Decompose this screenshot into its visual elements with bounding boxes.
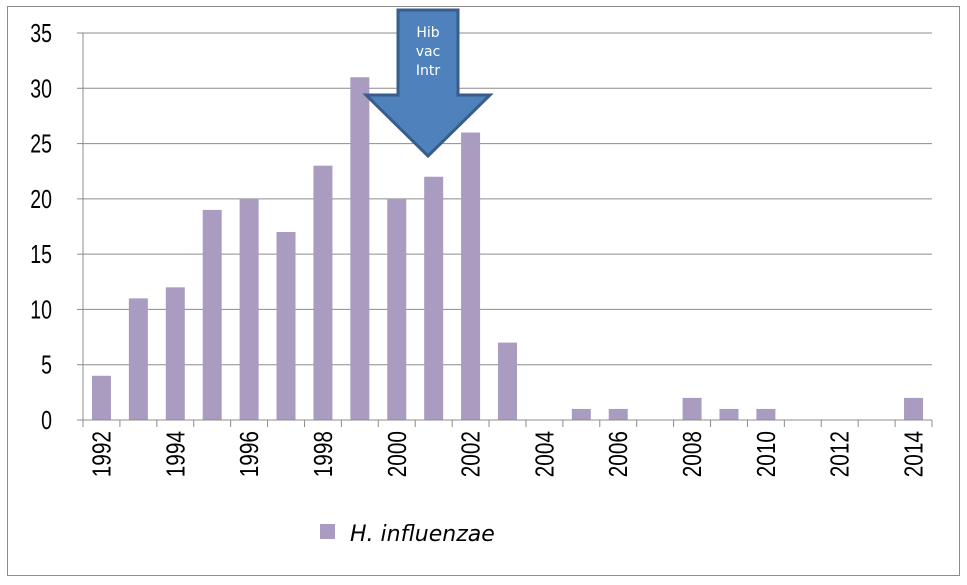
bar-2000 [387,198,407,420]
bar-1993 [128,298,148,420]
annotation-line-3: Intr [416,63,440,79]
bar-1995 [202,209,222,420]
x-tick-label: 2004 [530,431,559,477]
x-tick-label: 2000 [383,431,412,477]
x-tick-labels: 1992 1994 1996 1998 2000 2002 2004 2006 2008 2010… [87,431,928,477]
bar-1992 [91,375,111,420]
down-arrow-icon [362,8,494,159]
y-tick-label: 20 [30,184,52,213]
bar-1998 [313,165,333,420]
y-tick-label: 25 [30,129,52,158]
bar-1997 [276,232,296,420]
bar-1996 [239,198,259,420]
axes [82,33,933,427]
bar-1999 [350,77,370,420]
legend-label: H. influenzae [350,522,495,547]
legend: H. influenzae [320,522,495,547]
x-tick-label: 2002 [456,431,485,477]
x-tick-label: 2010 [752,431,781,477]
x-tick-label: 2012 [826,431,855,477]
annotation-line-2: vac [416,44,441,60]
x-tick-label: 2008 [678,431,707,477]
bar-2008 [682,397,702,420]
bar-2003 [498,342,517,420]
annotation-line-1: Hib [416,25,439,41]
bar-2001 [424,176,444,420]
x-tick-label: 1996 [235,431,264,477]
y-tick-label: 5 [41,350,52,379]
gridlines [77,32,932,421]
bar-2005 [571,408,591,420]
vaccine-introduction-annotation: Hib vac Intr [362,8,494,159]
x-tick-label: 2014 [899,431,928,477]
bar-2002 [461,132,481,420]
y-tick-labels: 0 5 10 15 20 25 30 35 [30,18,52,434]
bar-2006 [608,408,628,420]
legend-swatch [320,524,335,539]
y-tick-label: 30 [30,74,52,103]
x-tick-label: 2006 [604,431,633,477]
y-tick-label: 10 [30,295,52,324]
y-tick-label: 35 [30,18,52,47]
bar-2014 [904,397,924,420]
bar-1994 [165,287,185,420]
x-tick-label: 1992 [87,431,116,477]
bars [91,77,924,420]
y-tick-label: 15 [30,239,52,268]
x-tick-label: 1998 [309,431,338,477]
bar-2009 [719,408,739,420]
y-tick-label: 0 [41,405,52,434]
x-tick-label: 1994 [161,431,190,477]
bar-2010 [756,408,776,420]
